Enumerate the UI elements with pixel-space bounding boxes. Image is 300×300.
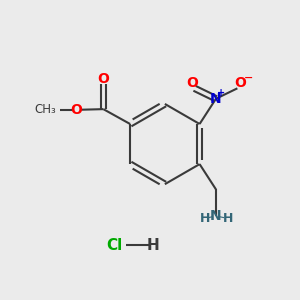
Text: H: H (200, 212, 210, 225)
Text: +: + (217, 88, 225, 98)
Text: N: N (210, 209, 222, 223)
Text: O: O (98, 71, 109, 85)
Text: −: − (244, 73, 253, 83)
Text: CH₃: CH₃ (34, 103, 56, 116)
Text: N: N (210, 92, 222, 106)
Text: H: H (223, 212, 234, 225)
Text: O: O (186, 76, 198, 90)
Text: O: O (234, 76, 246, 90)
Text: O: O (70, 103, 82, 117)
Text: H: H (147, 238, 159, 253)
Text: Cl: Cl (106, 238, 122, 253)
